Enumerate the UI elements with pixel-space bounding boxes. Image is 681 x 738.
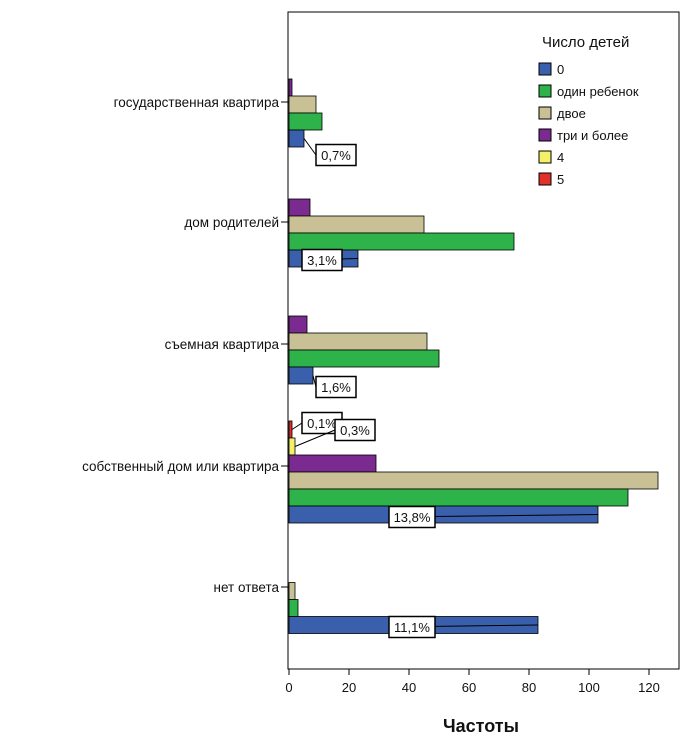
legend-label: 0 (557, 62, 564, 77)
bar (288, 488, 629, 507)
bar (288, 232, 515, 251)
data-label: 1,6% (321, 380, 351, 395)
data-label-leader (291, 422, 303, 430)
data-label-box (315, 375, 357, 399)
bar (288, 112, 323, 131)
data-label-box (315, 143, 357, 167)
category-label: государственная квартира (114, 95, 280, 110)
x-tick-label: 0 (285, 680, 292, 695)
legend-label: один ребенок (557, 84, 639, 99)
data-label-box (388, 615, 436, 639)
data-label-leader (303, 138, 317, 156)
x-axis-title: Частоты (443, 716, 519, 736)
bar (288, 582, 296, 600)
bar (288, 315, 308, 334)
legend-swatch (538, 106, 552, 120)
bar (288, 599, 299, 617)
data-label-box (334, 418, 376, 442)
x-tick-label: 100 (578, 680, 600, 695)
bar (288, 454, 377, 473)
bar (288, 95, 317, 114)
data-label: 0,7% (321, 148, 351, 163)
legend-swatch (538, 62, 552, 76)
category-label: собственный дом или квартира (82, 459, 279, 474)
bar (288, 215, 425, 234)
legend-label: 5 (557, 172, 564, 187)
data-label: 3,1% (307, 253, 337, 268)
category-label: дом родителей (184, 215, 279, 230)
bar (288, 78, 293, 97)
legend-swatch (538, 172, 552, 186)
data-label-box (301, 248, 343, 272)
bar (288, 349, 440, 368)
legend: Число детей 0 один ребенок двое три и более… (538, 34, 639, 187)
category-label: нет ответа (214, 580, 280, 595)
legend-label: три и более (557, 128, 628, 143)
x-tick-label: 60 (462, 680, 476, 695)
category-label: съемная квартира (165, 337, 280, 352)
bar (288, 366, 314, 385)
x-tick-label: 80 (522, 680, 536, 695)
legend-label: двое (557, 106, 586, 121)
bar (288, 471, 659, 490)
bar (288, 437, 296, 456)
x-tick-label: 40 (402, 680, 416, 695)
x-tick-label: 120 (638, 680, 660, 695)
legend-swatch (538, 150, 552, 164)
data-label: 0,1% (307, 416, 337, 431)
bar (288, 420, 293, 439)
bar (288, 198, 311, 217)
data-label: 0,3% (340, 423, 370, 438)
bar (288, 129, 305, 148)
legend-title: Число детей (542, 34, 629, 51)
legend-swatch (538, 128, 552, 142)
bar (288, 332, 428, 351)
x-tick-label: 20 (342, 680, 356, 695)
data-label-leader (294, 429, 336, 447)
legend-swatch (538, 84, 552, 98)
data-label: 11,1% (394, 620, 430, 635)
data-label: 13,8% (394, 510, 431, 525)
bar (288, 505, 599, 524)
data-label-box (388, 505, 436, 529)
legend-label: 4 (557, 150, 564, 165)
